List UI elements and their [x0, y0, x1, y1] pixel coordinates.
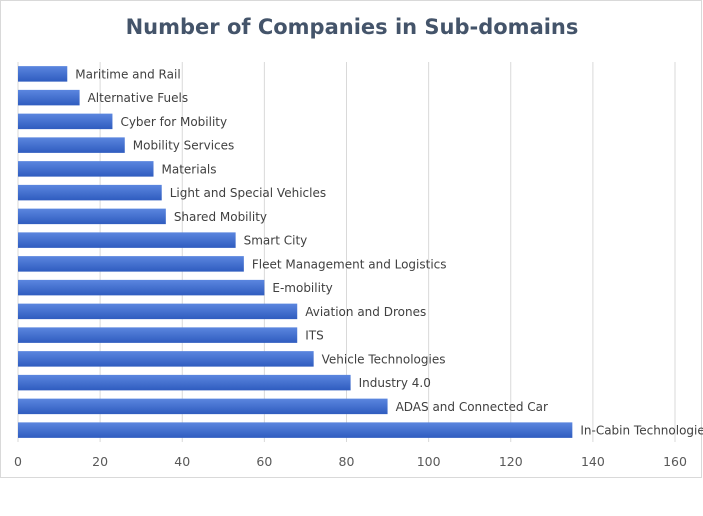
category-label: Mobility Services	[133, 139, 235, 153]
x-tick-label: 60	[256, 454, 272, 469]
category-label: Materials	[162, 162, 217, 176]
bar	[18, 161, 154, 177]
category-label: Alternative Fuels	[88, 91, 188, 105]
bar	[18, 256, 244, 272]
category-label: Vehicle Technologies	[322, 352, 446, 366]
bar	[18, 422, 573, 438]
category-label: Aviation and Drones	[305, 305, 426, 319]
x-tick-label: 140	[581, 454, 605, 469]
bar	[18, 89, 80, 106]
x-tick-label: 20	[92, 454, 108, 469]
bar	[18, 374, 351, 391]
bar	[18, 66, 68, 82]
bar	[18, 113, 113, 130]
bar	[18, 398, 388, 415]
bar	[18, 279, 265, 296]
x-tick-label: 80	[339, 454, 355, 469]
category-label: Smart City	[244, 234, 308, 248]
category-label: Fleet Management and Logistics	[252, 257, 447, 271]
chart-title: Number of Companies in Sub-domains	[125, 15, 579, 39]
category-label: E-mobility	[272, 281, 332, 295]
x-tick-label: 160	[663, 454, 687, 469]
category-label: Maritime and Rail	[75, 67, 180, 81]
bar	[18, 232, 236, 248]
bar	[18, 351, 314, 367]
x-tick-label: 120	[499, 454, 523, 469]
bar	[18, 137, 125, 153]
category-label: Light and Special Vehicles	[170, 186, 326, 200]
bar	[18, 184, 162, 201]
bar	[18, 327, 298, 343]
category-label: In-Cabin Technologies	[580, 424, 703, 438]
x-tick-label: 40	[174, 454, 190, 469]
category-label: ITS	[305, 329, 324, 343]
category-label: ADAS and Connected Car	[396, 400, 548, 414]
bars	[18, 66, 573, 438]
bar	[18, 303, 298, 320]
category-label: Cyber for Mobility	[120, 115, 227, 129]
bar	[18, 208, 166, 225]
category-labels: Maritime and Rail Alternative Fuels Cyber …	[75, 67, 703, 437]
category-label: Shared Mobility	[174, 210, 267, 224]
category-label: Industry 4.0	[359, 376, 431, 390]
x-tick-label: 100	[417, 454, 441, 469]
x-tick-label: 0	[14, 454, 22, 469]
x-axis-ticks: 0 20 40 60 80 100 120 140 160	[14, 454, 687, 469]
